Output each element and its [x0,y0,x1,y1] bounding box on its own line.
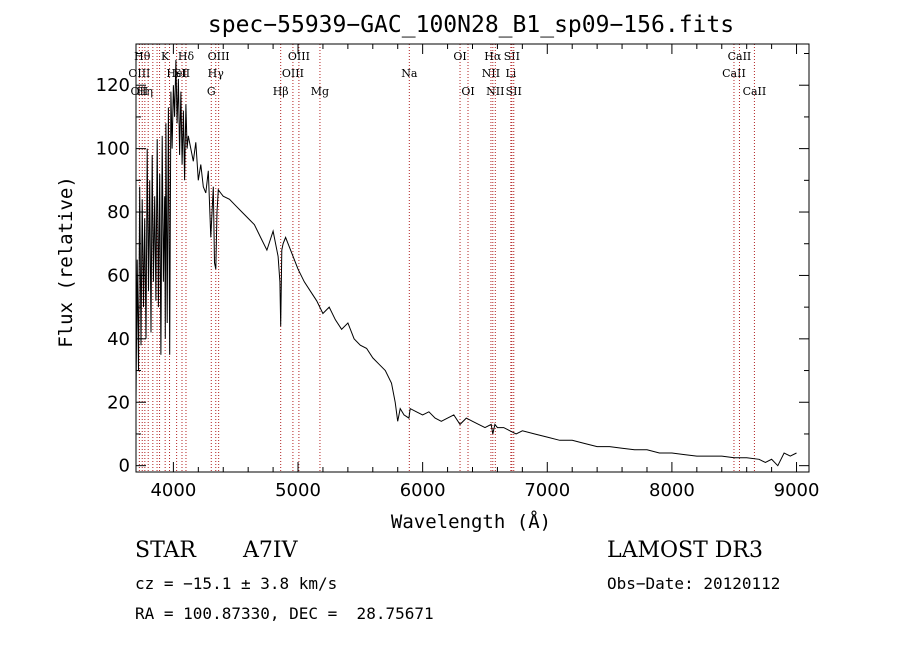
y-tick-label-60: 60 [107,265,130,286]
line-label-4340-0: Hγ [208,67,225,80]
line-label-6563-0: Hα [484,50,502,63]
chart-title: spec−55939−GAC_100N28_B1_sp09−156.fits [208,12,734,38]
survey-name: LAMOST DR3 [607,538,763,563]
x-tick-label-7000: 7000 [524,480,570,501]
line-label-3727-0: OII [131,85,149,98]
spectral-line-markers: OIIOIIIHθHηKHeISIIHδHγGOIIIHβOIIIOIIIMgN… [128,44,766,472]
x-tick-label-5000: 5000 [275,480,321,501]
line-label-6731-0: SII [506,85,522,98]
y-tick-label-0: 0 [119,456,130,477]
line-label-6708-0: Li [505,67,516,80]
line-label-4363-0: OIII [208,50,230,63]
x-tick-label-8000: 8000 [649,480,695,501]
y-tick-label-20: 20 [107,392,130,413]
observation-date: Obs−Date: 20120112 [607,574,781,593]
line-label-3727-1: OIII [128,67,150,80]
line-label-6548-0: NII [482,67,500,80]
redshift-text: cz = −15.1 ± 3.8 km/s [135,574,338,593]
x-tick-label-6000: 6000 [400,480,446,501]
x-tick-label-9000: 9000 [774,480,820,501]
line-label-6583-0: NII [486,85,504,98]
line-label-4069-0: SII [174,67,190,80]
line-label-4304-0: G [207,85,216,98]
y-axis-label: Flux (relative) [55,176,77,348]
spectral-subclass: A7IV [243,538,298,563]
x-tick-label-4000: 4000 [150,480,196,501]
x-axis-label: Wavelength (Å) [391,510,551,533]
line-label-4861-0: Hβ [273,85,289,98]
object-type: STAR [135,538,196,563]
y-tick-label-40: 40 [107,329,130,350]
coordinates-text: RA = 100.87330, DEC = 28.75671 [135,604,434,623]
spectrum-line [135,59,797,467]
y-tick-label-100: 100 [96,139,130,160]
line-label-5007-0: OIII [288,50,310,63]
line-label-6300-0: OI [453,50,466,63]
spectrum-series [135,59,797,467]
line-label-6716-0: SII [504,50,520,63]
line-label-8542-0: CaII [728,50,752,63]
line-label-5893-0: Na [401,67,418,80]
y-tick-label-80: 80 [107,202,130,223]
line-label-3934-0: K [161,50,170,63]
line-label-4101-0: Hδ [178,50,195,63]
line-label-4959-0: OIII [282,67,304,80]
line-label-6364-0: OI [461,85,474,98]
axes: 4000 5000 6000 7000 8000 9000 0 20 40 60 80 100 120 [96,44,820,501]
line-label-8498-0: CaII [722,67,746,80]
spectrum-chart: spec−55939−GAC_100N28_B1_sp09−156.fits O… [55,12,820,533]
line-label-8662-0: CaII [743,85,767,98]
line-label-3771-0: Hη [137,85,153,98]
y-tick-label-120: 120 [96,75,130,96]
plot-frame [135,43,810,473]
line-label-5176-0: Mg [311,85,329,98]
